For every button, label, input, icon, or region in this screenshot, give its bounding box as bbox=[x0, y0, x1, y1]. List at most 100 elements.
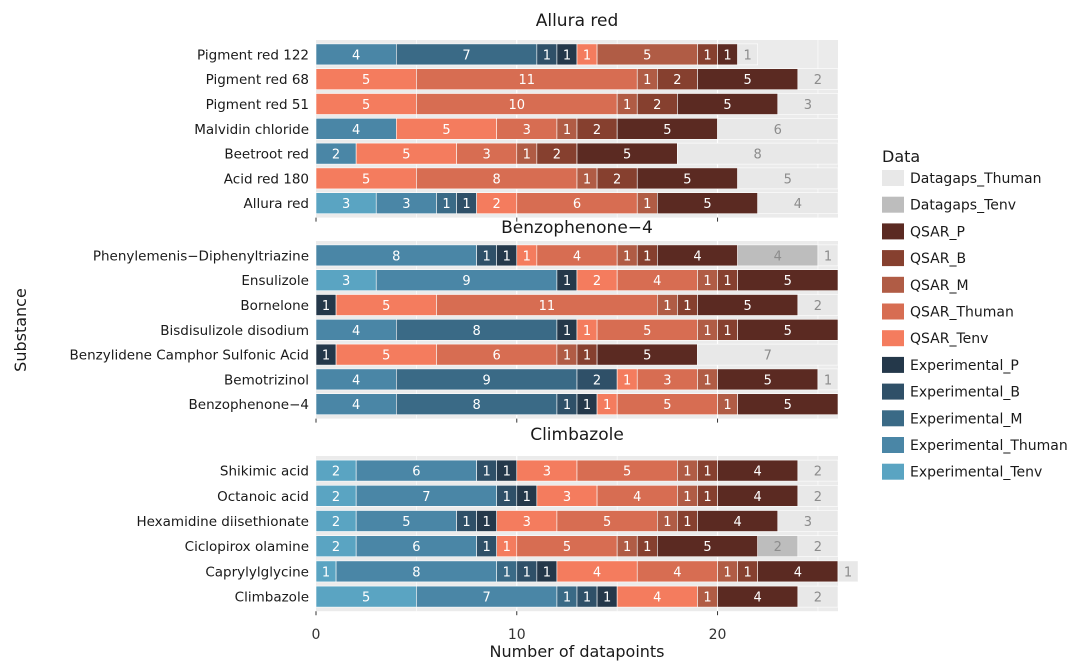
legend-label: Experimental_Tenv bbox=[910, 465, 1042, 481]
data-label: 1 bbox=[703, 373, 711, 388]
data-label: 5 bbox=[683, 172, 691, 187]
bar-segment bbox=[797, 484, 839, 507]
data-label: 8 bbox=[472, 324, 480, 339]
data-label: 1 bbox=[583, 48, 591, 63]
data-label: 1 bbox=[824, 249, 832, 264]
data-label: 4 bbox=[573, 249, 581, 264]
data-label: 5 bbox=[744, 73, 752, 88]
bar-segment bbox=[677, 142, 839, 165]
legend-swatch bbox=[882, 330, 904, 347]
data-label: 1 bbox=[583, 591, 591, 606]
data-label: 2 bbox=[332, 540, 340, 555]
data-label: 4 bbox=[633, 490, 641, 505]
bar-segment bbox=[817, 244, 839, 267]
data-label: 5 bbox=[402, 148, 410, 163]
legend-swatch bbox=[882, 276, 904, 293]
data-label: 1 bbox=[462, 515, 470, 530]
legend-swatch bbox=[882, 437, 904, 453]
x-tick-label: 10 bbox=[508, 627, 526, 643]
data-label: 2 bbox=[653, 98, 661, 113]
data-label: 4 bbox=[352, 123, 360, 138]
legend-label: Datagaps_Thuman bbox=[910, 171, 1041, 187]
data-label: 1 bbox=[483, 249, 491, 264]
category-label: Beetroot red bbox=[224, 147, 309, 163]
data-label: 5 bbox=[563, 540, 571, 555]
category-label: Climbazole bbox=[235, 590, 309, 606]
bar-segment bbox=[717, 118, 839, 140]
category-label: Pigment red 122 bbox=[197, 47, 309, 63]
data-label: 6 bbox=[412, 465, 420, 480]
data-label: 2 bbox=[593, 274, 601, 289]
legend-label: Datagaps_Tenv bbox=[910, 198, 1016, 214]
data-label: 1 bbox=[643, 249, 651, 264]
data-label: 5 bbox=[442, 123, 450, 138]
data-label: 1 bbox=[723, 48, 731, 63]
data-label: 5 bbox=[643, 48, 651, 63]
data-label: 1 bbox=[744, 565, 752, 580]
legend-swatch bbox=[882, 223, 904, 240]
legend-label: QSAR_Tenv bbox=[910, 331, 988, 347]
bar-segment bbox=[737, 167, 839, 190]
data-label: 5 bbox=[382, 299, 390, 314]
data-label: 1 bbox=[563, 123, 571, 138]
data-label: 1 bbox=[703, 324, 711, 339]
data-label: 4 bbox=[653, 591, 661, 606]
data-label: 2 bbox=[332, 515, 340, 530]
data-label: 5 bbox=[362, 98, 370, 113]
data-label: 3 bbox=[342, 274, 350, 289]
data-label: 1 bbox=[543, 48, 551, 63]
data-label: 2 bbox=[332, 490, 340, 505]
legend-title: Data bbox=[882, 147, 920, 166]
data-label: 2 bbox=[493, 197, 501, 212]
category-label: Bemotrizinol bbox=[224, 372, 309, 388]
data-label: 4 bbox=[754, 490, 762, 505]
category-label: Octanoic acid bbox=[217, 489, 309, 505]
data-label: 1 bbox=[503, 465, 511, 480]
data-label: 9 bbox=[462, 274, 470, 289]
data-label: 1 bbox=[523, 148, 531, 163]
legend-label: QSAR_B bbox=[910, 251, 966, 267]
category-label: Bornelone bbox=[240, 298, 309, 314]
data-label: 4 bbox=[774, 249, 782, 264]
bar-segment bbox=[797, 585, 839, 608]
panel-background bbox=[316, 456, 838, 612]
data-label: 5 bbox=[643, 324, 651, 339]
data-label: 5 bbox=[744, 299, 752, 314]
legend-swatch bbox=[882, 250, 904, 267]
data-label: 4 bbox=[693, 249, 701, 264]
data-label: 1 bbox=[583, 324, 591, 339]
data-label: 5 bbox=[603, 515, 611, 530]
data-label: 1 bbox=[683, 465, 691, 480]
legend-label: QSAR_Thuman bbox=[910, 305, 1014, 321]
data-label: 1 bbox=[563, 324, 571, 339]
data-label: 1 bbox=[583, 349, 591, 364]
panel-title: Benzophenone−4 bbox=[501, 218, 653, 238]
data-label: 1 bbox=[583, 398, 591, 413]
data-label: 1 bbox=[723, 398, 731, 413]
bar-segment bbox=[797, 535, 839, 558]
data-label: 1 bbox=[623, 373, 631, 388]
data-label: 1 bbox=[563, 349, 571, 364]
data-label: 3 bbox=[804, 98, 812, 113]
category-label: Benzophenone−4 bbox=[189, 397, 309, 413]
data-label: 2 bbox=[673, 73, 681, 88]
data-label: 8 bbox=[754, 148, 762, 163]
data-label: 5 bbox=[703, 197, 711, 212]
data-label: 1 bbox=[723, 565, 731, 580]
legend-swatch bbox=[882, 410, 904, 427]
data-label: 1 bbox=[503, 540, 511, 555]
category-label: Pigment red 68 bbox=[206, 72, 309, 88]
data-label: 1 bbox=[683, 515, 691, 530]
data-label: 1 bbox=[844, 565, 852, 580]
data-label: 7 bbox=[422, 490, 430, 505]
data-label: 4 bbox=[794, 197, 802, 212]
data-label: 4 bbox=[754, 465, 762, 480]
category-label: Hexamidine diisethionate bbox=[136, 514, 309, 530]
data-label: 1 bbox=[483, 515, 491, 530]
data-label: 6 bbox=[573, 197, 581, 212]
category-label: Acid red 180 bbox=[224, 171, 309, 187]
data-label: 1 bbox=[603, 398, 611, 413]
legend-label: QSAR_P bbox=[910, 224, 965, 240]
data-label: 5 bbox=[362, 73, 370, 88]
bar-segment bbox=[737, 43, 758, 66]
